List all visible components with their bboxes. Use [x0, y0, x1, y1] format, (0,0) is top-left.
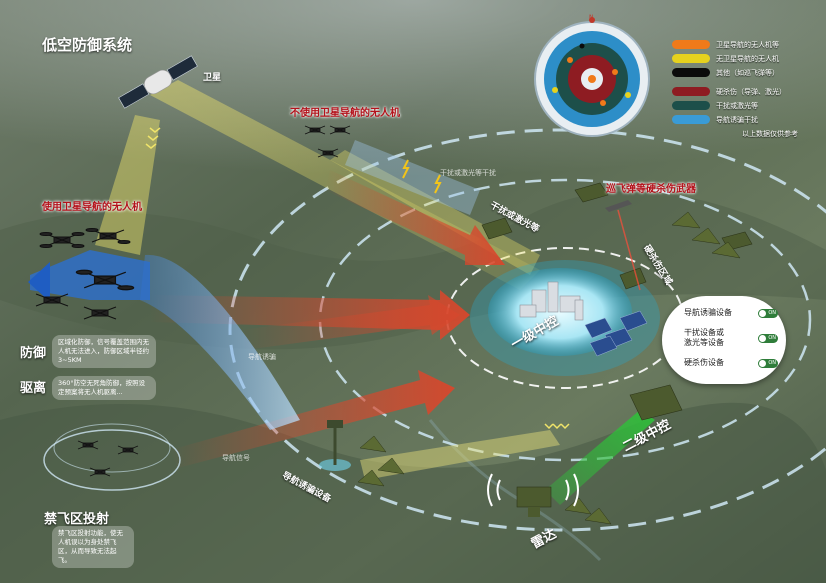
nofly-description: 禁飞区投射功能，使无人机误以为身处禁飞区，从而导致无法起飞。: [52, 526, 134, 568]
signal-chevrons: [145, 127, 570, 430]
legend-note: 以上数据仅供参考: [742, 130, 798, 138]
decoy-beam-label: 导航诱骗: [248, 353, 276, 361]
compass-north: N: [589, 14, 594, 21]
legend-item: 卫星导航的无人机等: [672, 38, 812, 51]
toggle-state: ON: [768, 335, 776, 341]
legend-label: 卫星导航的无人机等: [716, 40, 779, 49]
jam-beam-label: 干扰或激光等干扰: [440, 169, 496, 177]
loiter-label: 巡飞弹等硬杀伤武器: [606, 184, 696, 195]
legend-swatch: [672, 115, 710, 124]
toggle-hardkill[interactable]: ON: [758, 359, 778, 368]
radar-unit: [487, 473, 579, 517]
satellite: [118, 55, 198, 109]
middle-ring: [318, 178, 812, 462]
device-panel: 导航诱骗设备 ON 干扰设备或 激光等设备 ON 硬杀伤设备 ON: [662, 296, 786, 384]
panel-label-hardkill: 硬杀伤设备: [684, 358, 724, 367]
defense-title: 防御: [20, 346, 47, 361]
drone-group-nofly: [77, 440, 139, 477]
toggle-decoy[interactable]: ON: [758, 309, 778, 318]
legend-item: 硬杀伤（导弹、激光）: [672, 85, 812, 98]
page-title: 低空防御系统: [42, 36, 133, 54]
legend-swatch: [672, 87, 710, 96]
expel-description: 360°防空无死角防御，按照设定预案将无人机驱离...: [52, 376, 156, 400]
legend-swatch: [672, 40, 710, 49]
drones-no-sat-label: 不使用卫星导航的无人机: [290, 108, 400, 119]
legend-item: 干扰或激光等: [672, 99, 812, 112]
panel-label-decoy: 导航诱骗设备: [684, 308, 732, 317]
legend-label: 无卫星导航的无人机: [716, 54, 779, 63]
drone-group-nosat: [304, 125, 351, 158]
drone-group-sat: [35, 228, 135, 320]
expel-title: 驱离: [20, 381, 47, 396]
legend: 卫星导航的无人机等 无卫星导航的无人机 其他（如巡飞弹等） 硬杀伤（导弹、激光）…: [672, 38, 812, 139]
solar-panels: [584, 310, 648, 357]
tents: [357, 211, 741, 525]
legend-label: 导航诱骗干扰: [716, 115, 758, 124]
toggle-state: ON: [768, 360, 776, 366]
radar-compass: [534, 17, 650, 137]
legend-item: 无卫星导航的无人机: [672, 52, 812, 65]
legend-swatch: [672, 101, 710, 110]
legend-label: 硬杀伤（导弹、激光）: [716, 87, 786, 96]
toggle-jamming[interactable]: ON: [758, 334, 778, 343]
panel-label-jamming: 干扰设备或 激光等设备: [684, 328, 724, 347]
core-facility: [519, 281, 584, 321]
legend-item: 导航诱骗干扰: [672, 113, 812, 126]
nofly-title: 禁飞区投射: [44, 512, 110, 527]
drones-sat-label: 使用卫星导航的无人机: [42, 202, 142, 213]
legend-label: 干扰或激光等: [716, 101, 758, 110]
satellite-label: 卫星: [203, 73, 222, 83]
defense-description: 区域化防御，信号覆盖范围内无人机无法进入，防御区域半径约3~5KM: [52, 335, 156, 368]
legend-label: 其他（如巡飞弹等）: [716, 68, 779, 77]
decoy-tower: [319, 420, 351, 471]
legend-swatch: [672, 68, 710, 77]
signal-label: 导航信号: [222, 454, 250, 462]
legend-swatch: [672, 54, 710, 63]
toggle-state: ON: [768, 310, 776, 316]
legend-item: 其他（如巡飞弹等）: [672, 66, 812, 79]
